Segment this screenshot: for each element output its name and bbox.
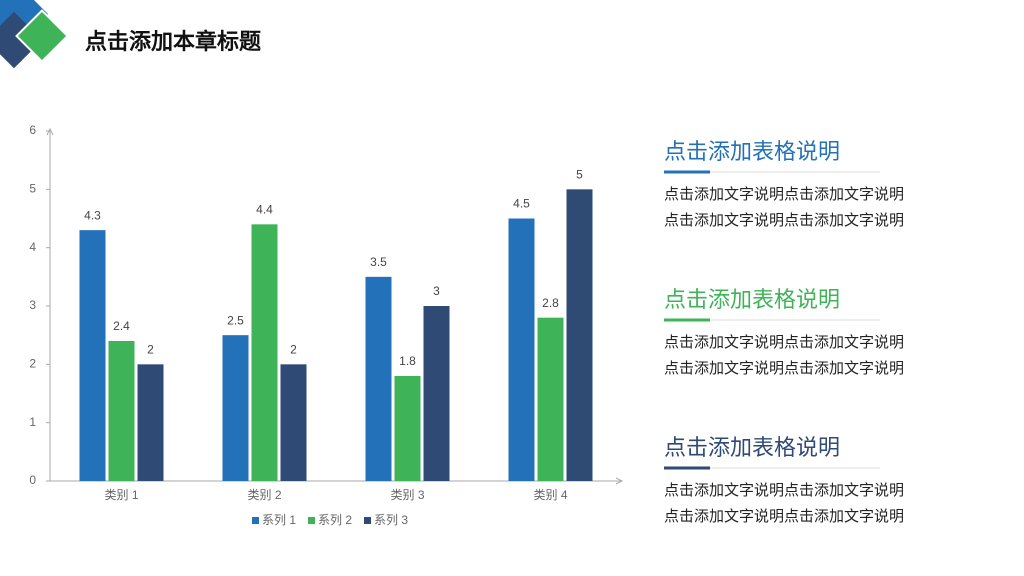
bar [394,376,421,481]
x-axis-arrow [615,477,624,485]
x-tick-label: 类别 1 [104,488,138,502]
logo [0,0,69,69]
legend-label: 系列 3 [374,513,408,527]
legend-swatch [364,517,371,524]
data-label: 2 [290,343,297,357]
legend-swatch [308,517,315,524]
bar [222,335,249,481]
note-line: 点击添加文字说明点击添加文字说明 [664,186,904,203]
note-title: 点击添加表格说明 [664,287,840,312]
legend-swatch [252,517,259,524]
bar [423,306,450,481]
y-tick-label: 5 [29,182,36,196]
note-line: 点击添加文字说明点击添加文字说明 [664,334,904,351]
bar [508,218,535,481]
note-line: 点击添加文字说明点击添加文字说明 [664,212,904,229]
bar [537,317,564,481]
logo-square [15,9,69,63]
bar [79,230,106,481]
legend-label: 系列 1 [262,513,296,527]
bar [365,276,392,481]
y-tick-label: 2 [29,357,36,371]
bar [137,364,164,481]
data-label: 3 [433,284,440,298]
x-tick-label: 类别 2 [247,488,281,502]
x-tick-label: 类别 4 [533,488,567,502]
data-label: 5 [576,168,583,182]
notes: 点击添加表格说明点击添加文字说明点击添加文字说明点击添加文字说明点击添加文字说明… [664,139,904,525]
data-label: 4.3 [84,208,101,222]
y-tick-label: 3 [29,298,36,312]
data-label: 1.8 [399,354,416,368]
note-line: 点击添加文字说明点击添加文字说明 [664,360,904,377]
chart: 0 1 2 3 4 5 6 类别 1 4.3 2.4 2 类别 2 2.5 4.4 2 类别 3 3.5 1.8 3… [29,123,624,527]
y-tick-label: 4 [29,240,36,254]
y-tick-label: 0 [29,473,36,487]
legend-label: 系列 2 [318,513,352,527]
bar [108,341,135,481]
y-tick-label: 6 [29,123,36,137]
data-label: 3.5 [370,255,387,269]
note-title: 点击添加表格说明 [664,435,840,460]
data-label: 4.5 [513,197,530,211]
note-title: 点击添加表格说明 [664,139,840,164]
data-label: 2.5 [227,313,244,327]
data-label: 2 [147,343,154,357]
slide-title: 点击添加本章标题 [85,29,262,54]
data-label: 2.4 [113,319,130,333]
data-label: 4.4 [256,203,273,217]
y-tick-label: 1 [29,415,36,429]
data-label: 2.8 [542,296,559,310]
bar [280,364,307,481]
bar [251,224,278,482]
note-line: 点击添加文字说明点击添加文字说明 [664,482,904,499]
note-line: 点击添加文字说明点击添加文字说明 [664,508,904,525]
y-axis-arrow [46,127,54,136]
x-tick-label: 类别 3 [390,488,424,502]
bar [566,189,593,482]
